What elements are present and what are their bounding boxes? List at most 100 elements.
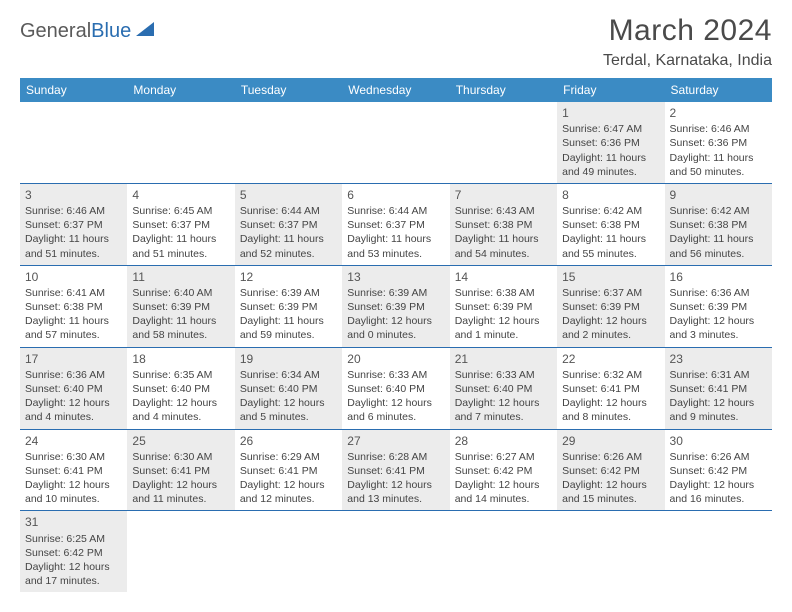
calendar-cell: 20Sunrise: 6:33 AMSunset: 6:40 PMDayligh… xyxy=(342,347,449,429)
sunset-text: Sunset: 6:41 PM xyxy=(670,382,767,396)
sunset-text: Sunset: 6:40 PM xyxy=(347,382,444,396)
sunset-text: Sunset: 6:42 PM xyxy=(670,464,767,478)
header: General Blue March 2024 Terdal, Karnatak… xyxy=(20,14,772,70)
sunset-text: Sunset: 6:41 PM xyxy=(240,464,337,478)
day-number: 12 xyxy=(240,269,337,285)
daylight2-text: and 57 minutes. xyxy=(25,328,122,342)
day-number: 28 xyxy=(455,433,552,449)
daylight2-text: and 15 minutes. xyxy=(562,492,659,506)
sunset-text: Sunset: 6:38 PM xyxy=(670,218,767,232)
daylight1-text: Daylight: 12 hours xyxy=(562,478,659,492)
calendar-cell: 9Sunrise: 6:42 AMSunset: 6:38 PMDaylight… xyxy=(665,183,772,265)
daylight1-text: Daylight: 12 hours xyxy=(25,560,122,574)
day-number: 6 xyxy=(347,187,444,203)
daylight2-text: and 11 minutes. xyxy=(132,492,229,506)
logo-text-general: General xyxy=(20,20,91,43)
day-header: Monday xyxy=(127,78,234,102)
day-number: 15 xyxy=(562,269,659,285)
sunrise-text: Sunrise: 6:35 AM xyxy=(132,368,229,382)
calendar-row: 1Sunrise: 6:47 AMSunset: 6:36 PMDaylight… xyxy=(20,102,772,183)
daylight1-text: Daylight: 11 hours xyxy=(132,232,229,246)
daylight2-text: and 16 minutes. xyxy=(670,492,767,506)
daylight1-text: Daylight: 12 hours xyxy=(670,314,767,328)
daylight1-text: Daylight: 11 hours xyxy=(455,232,552,246)
calendar-cell: 25Sunrise: 6:30 AMSunset: 6:41 PMDayligh… xyxy=(127,429,234,511)
calendar-cell: 19Sunrise: 6:34 AMSunset: 6:40 PMDayligh… xyxy=(235,347,342,429)
daylight2-text: and 9 minutes. xyxy=(670,410,767,424)
sunset-text: Sunset: 6:37 PM xyxy=(347,218,444,232)
day-header: Friday xyxy=(557,78,664,102)
day-number: 17 xyxy=(25,351,122,367)
day-number: 9 xyxy=(670,187,767,203)
calendar-cell: 17Sunrise: 6:36 AMSunset: 6:40 PMDayligh… xyxy=(20,347,127,429)
calendar-cell xyxy=(342,511,449,592)
sunset-text: Sunset: 6:37 PM xyxy=(240,218,337,232)
sunset-text: Sunset: 6:40 PM xyxy=(132,382,229,396)
daylight2-text: and 51 minutes. xyxy=(132,247,229,261)
sunrise-text: Sunrise: 6:36 AM xyxy=(25,368,122,382)
daylight2-text: and 3 minutes. xyxy=(670,328,767,342)
daylight2-text: and 12 minutes. xyxy=(240,492,337,506)
calendar-cell: 15Sunrise: 6:37 AMSunset: 6:39 PMDayligh… xyxy=(557,265,664,347)
day-number: 25 xyxy=(132,433,229,449)
sunrise-text: Sunrise: 6:39 AM xyxy=(240,286,337,300)
day-header-row: Sunday Monday Tuesday Wednesday Thursday… xyxy=(20,78,772,102)
sunset-text: Sunset: 6:42 PM xyxy=(455,464,552,478)
calendar-table: Sunday Monday Tuesday Wednesday Thursday… xyxy=(20,78,772,592)
sunset-text: Sunset: 6:39 PM xyxy=(562,300,659,314)
daylight1-text: Daylight: 12 hours xyxy=(455,314,552,328)
sunset-text: Sunset: 6:38 PM xyxy=(25,300,122,314)
day-number: 27 xyxy=(347,433,444,449)
daylight1-text: Daylight: 12 hours xyxy=(132,396,229,410)
sunrise-text: Sunrise: 6:30 AM xyxy=(132,450,229,464)
daylight1-text: Daylight: 12 hours xyxy=(347,396,444,410)
sunset-text: Sunset: 6:39 PM xyxy=(455,300,552,314)
day-number: 21 xyxy=(455,351,552,367)
sunset-text: Sunset: 6:36 PM xyxy=(562,136,659,150)
calendar-cell xyxy=(127,511,234,592)
calendar-cell: 29Sunrise: 6:26 AMSunset: 6:42 PMDayligh… xyxy=(557,429,664,511)
day-header: Thursday xyxy=(450,78,557,102)
day-number: 19 xyxy=(240,351,337,367)
logo-sail-icon xyxy=(136,20,154,41)
calendar-cell xyxy=(235,511,342,592)
daylight2-text: and 1 minute. xyxy=(455,328,552,342)
sunrise-text: Sunrise: 6:26 AM xyxy=(562,450,659,464)
sunset-text: Sunset: 6:39 PM xyxy=(347,300,444,314)
calendar-cell: 30Sunrise: 6:26 AMSunset: 6:42 PMDayligh… xyxy=(665,429,772,511)
day-number: 8 xyxy=(562,187,659,203)
sunset-text: Sunset: 6:40 PM xyxy=(25,382,122,396)
sunrise-text: Sunrise: 6:36 AM xyxy=(670,286,767,300)
sunrise-text: Sunrise: 6:39 AM xyxy=(347,286,444,300)
day-number: 14 xyxy=(455,269,552,285)
daylight1-text: Daylight: 11 hours xyxy=(347,232,444,246)
daylight1-text: Daylight: 11 hours xyxy=(132,314,229,328)
calendar-cell xyxy=(342,102,449,183)
day-number: 2 xyxy=(670,105,767,121)
sunset-text: Sunset: 6:37 PM xyxy=(132,218,229,232)
sunrise-text: Sunrise: 6:44 AM xyxy=(347,204,444,218)
month-title: March 2024 xyxy=(603,14,772,48)
calendar-cell: 5Sunrise: 6:44 AMSunset: 6:37 PMDaylight… xyxy=(235,183,342,265)
sunset-text: Sunset: 6:39 PM xyxy=(240,300,337,314)
sunset-text: Sunset: 6:42 PM xyxy=(25,546,122,560)
calendar-cell: 31Sunrise: 6:25 AMSunset: 6:42 PMDayligh… xyxy=(20,511,127,592)
calendar-cell: 24Sunrise: 6:30 AMSunset: 6:41 PMDayligh… xyxy=(20,429,127,511)
calendar-row: 10Sunrise: 6:41 AMSunset: 6:38 PMDayligh… xyxy=(20,265,772,347)
daylight2-text: and 58 minutes. xyxy=(132,328,229,342)
daylight2-text: and 50 minutes. xyxy=(670,165,767,179)
calendar-cell: 23Sunrise: 6:31 AMSunset: 6:41 PMDayligh… xyxy=(665,347,772,429)
sunrise-text: Sunrise: 6:27 AM xyxy=(455,450,552,464)
daylight2-text: and 0 minutes. xyxy=(347,328,444,342)
calendar-row: 3Sunrise: 6:46 AMSunset: 6:37 PMDaylight… xyxy=(20,183,772,265)
daylight1-text: Daylight: 12 hours xyxy=(347,478,444,492)
sunrise-text: Sunrise: 6:37 AM xyxy=(562,286,659,300)
daylight2-text: and 2 minutes. xyxy=(562,328,659,342)
sunrise-text: Sunrise: 6:47 AM xyxy=(562,122,659,136)
day-header: Sunday xyxy=(20,78,127,102)
sunset-text: Sunset: 6:38 PM xyxy=(562,218,659,232)
daylight2-text: and 4 minutes. xyxy=(132,410,229,424)
day-number: 16 xyxy=(670,269,767,285)
calendar-cell: 13Sunrise: 6:39 AMSunset: 6:39 PMDayligh… xyxy=(342,265,449,347)
sunrise-text: Sunrise: 6:28 AM xyxy=(347,450,444,464)
